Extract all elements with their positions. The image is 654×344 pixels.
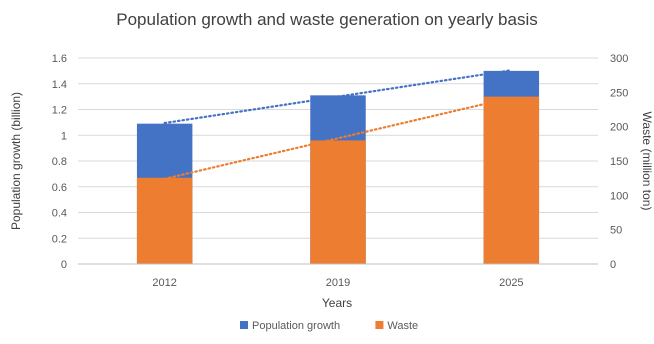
legend: Population growth Waste bbox=[240, 320, 418, 332]
y-right-tick-label: 100 bbox=[610, 190, 628, 202]
y-left-tick-label: 1 bbox=[61, 130, 67, 142]
axes: 0 0.2 0.4 0.6 0.8 1 1.2 1.4 1.6 0 50 100 150 200 250 30… bbox=[52, 53, 629, 289]
legend-swatch bbox=[240, 321, 248, 329]
y-left-tick-label: 0.8 bbox=[52, 156, 67, 168]
bar-waste bbox=[310, 140, 366, 264]
y-left-tick-label: 1.6 bbox=[52, 53, 67, 65]
y-left-tick-label: 0.4 bbox=[52, 208, 67, 220]
legend-swatch bbox=[375, 321, 384, 329]
x-axis-label: Years bbox=[322, 296, 352, 310]
legend-label: Waste bbox=[387, 320, 418, 332]
y-right-tick-label: 250 bbox=[610, 87, 628, 99]
bars bbox=[136, 70, 540, 265]
y-left-tick-label: 0.6 bbox=[52, 182, 67, 194]
y-right-tick-label: 300 bbox=[610, 53, 628, 65]
y-left-tick-label: 0.2 bbox=[52, 233, 67, 245]
y-right-tick-label: 200 bbox=[610, 122, 628, 134]
bar-waste bbox=[136, 177, 193, 264]
x-tick-label: 2019 bbox=[326, 277, 350, 289]
trendline-population-growth bbox=[163, 69, 513, 125]
x-tick-label: 2012 bbox=[152, 277, 176, 289]
trendlines bbox=[163, 69, 513, 180]
y-axis-left-label: Population growth (billion) bbox=[9, 92, 23, 230]
y-right-tick-label: 50 bbox=[610, 225, 622, 237]
y-left-tick-label: 1.4 bbox=[52, 79, 67, 91]
y-right-tick-label: 0 bbox=[610, 259, 616, 271]
x-tick-label: 2025 bbox=[499, 277, 523, 289]
y-left-tick-label: 0 bbox=[61, 259, 67, 271]
y-left-tick-label: 1.2 bbox=[52, 105, 67, 117]
chart-title: Population growth and waste generation o… bbox=[116, 10, 538, 29]
trendline-waste bbox=[163, 96, 513, 180]
bar-waste bbox=[483, 96, 540, 264]
y-right-tick-label: 150 bbox=[610, 156, 628, 168]
y-axis-right-label: Waste (million ton) bbox=[640, 112, 654, 211]
legend-label: Population growth bbox=[252, 320, 340, 332]
